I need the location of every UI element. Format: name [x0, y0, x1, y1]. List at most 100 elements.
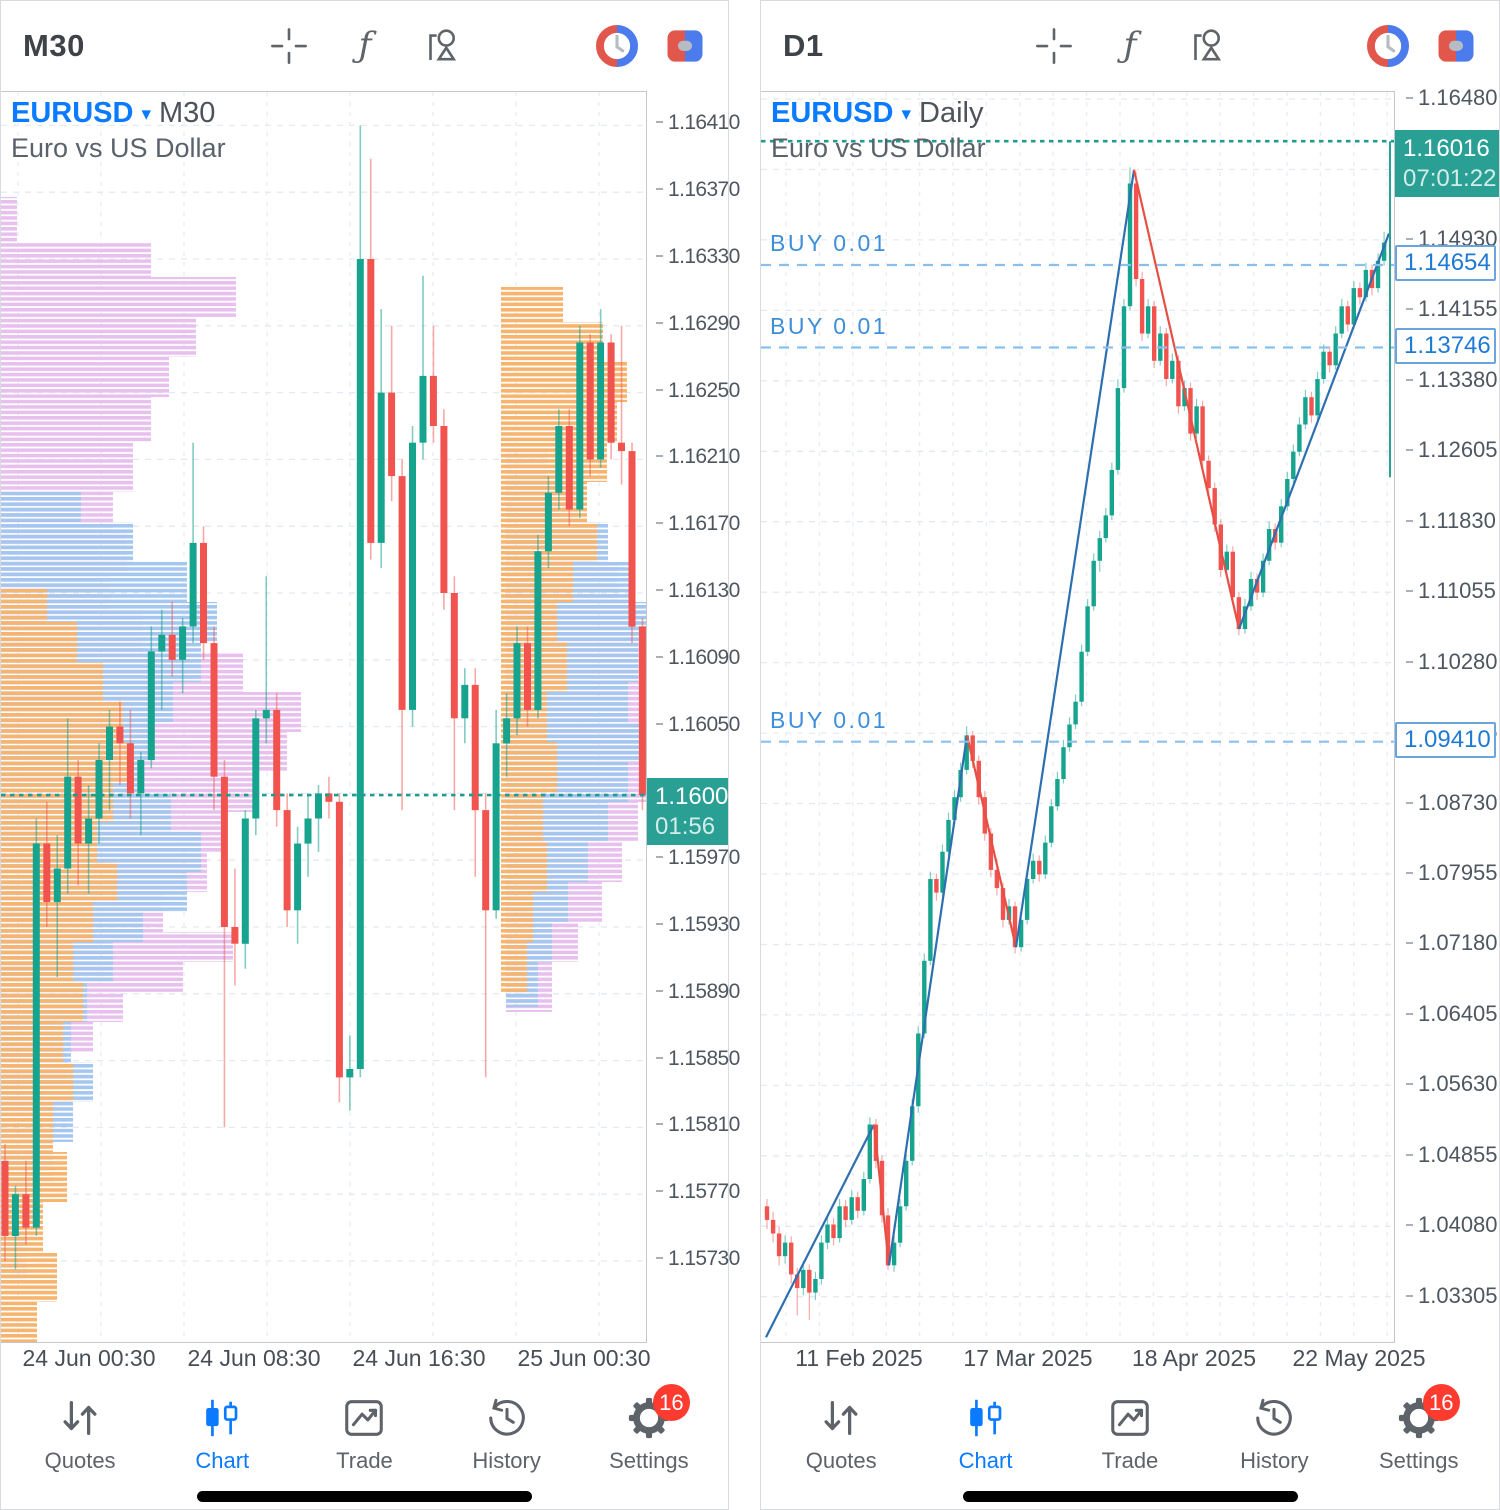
- app-switch-icon[interactable]: [1435, 25, 1477, 67]
- tab-bar: Quotes Chart Trade History 16 Settings: [1, 1379, 728, 1483]
- time-axis-label: 17 Mar 2025: [963, 1345, 1093, 1371]
- tab-settings[interactable]: 16 Settings: [1367, 1384, 1471, 1474]
- chart-canvas[interactable]: [1, 91, 647, 1343]
- tab-label: Trade: [336, 1448, 393, 1473]
- crosshair-icon[interactable]: [268, 25, 310, 67]
- session-clock-icon[interactable]: [1367, 25, 1409, 67]
- price-axis-label: 1.16410: [656, 111, 740, 135]
- chart-area[interactable]: EURUSD ▾ M30 Euro vs US Dollar 1.16410 1.…: [1, 91, 742, 1343]
- objects-icon[interactable]: [420, 25, 462, 67]
- price-axis-label: 1.15970: [656, 846, 740, 870]
- price-axis-label: 1.15930: [656, 913, 740, 937]
- time-axis-label: 24 Jun 16:30: [352, 1345, 486, 1371]
- home-area: [761, 1483, 1499, 1509]
- tab-quotes[interactable]: Quotes: [28, 1395, 132, 1474]
- tab-label: Quotes: [805, 1448, 877, 1473]
- price-axis-label: 1.16050: [656, 713, 740, 737]
- time-axis: 24 Jun 00:30 24 Jun 08:30 24 Jun 16:30 25 J…: [1, 1341, 728, 1379]
- price-axis-label: 1.15890: [656, 980, 740, 1004]
- price-axis-label: 1.15850: [656, 1047, 740, 1071]
- order-price-box[interactable]: 1.09410: [1395, 721, 1496, 758]
- panel-d1: D1 ƒ EURUSD ▾ Daily Euro vs US Dollar: [760, 0, 1500, 1510]
- header-right-icons: [1367, 25, 1477, 67]
- price-axis-label: 1.16090: [656, 646, 740, 670]
- price-axis-label: 1.06405: [1406, 1001, 1498, 1027]
- price-axis-label: 1.16130: [656, 579, 740, 603]
- candlestick-icon: [199, 1395, 245, 1441]
- objects-icon[interactable]: [1185, 25, 1227, 67]
- price-axis-label: 1.07955: [1406, 860, 1498, 886]
- price-axis-label: 1.15770: [656, 1180, 740, 1204]
- home-indicator[interactable]: [197, 1490, 532, 1502]
- tab-chart[interactable]: Chart: [934, 1395, 1038, 1474]
- trade-chart-icon: [341, 1395, 387, 1441]
- tab-label: Trade: [1101, 1448, 1159, 1473]
- current-price-value: 1.16009: [655, 783, 742, 811]
- chart-canvas[interactable]: [761, 91, 1395, 1343]
- time-axis-label: 11 Feb 2025: [795, 1345, 923, 1371]
- tab-history[interactable]: History: [1222, 1395, 1326, 1474]
- tab-bar: Quotes Chart Trade History 16 Settings: [761, 1379, 1499, 1483]
- notification-badge: 16: [652, 1384, 690, 1421]
- price-axis-label: 1.16250: [656, 379, 740, 403]
- tab-trade[interactable]: Trade: [312, 1395, 416, 1474]
- server-time: 07:01:22: [1403, 164, 1497, 192]
- price-axis-label: 1.16330: [656, 245, 740, 269]
- panel-m30: M30 ƒ EURUSD ▾ M30 Euro vs US Dollar: [0, 0, 742, 1510]
- current-price-value: 1.16016: [1403, 135, 1490, 163]
- notification-badge: 16: [1422, 1384, 1460, 1421]
- indicators-fx-icon[interactable]: ƒ: [344, 25, 386, 67]
- svg-text:ƒ: ƒ: [1117, 26, 1143, 66]
- svg-text:ƒ: ƒ: [351, 26, 377, 66]
- tab-label: Quotes: [44, 1448, 116, 1473]
- time-axis-label: 22 May 2025: [1292, 1345, 1426, 1371]
- history-clock-icon: [1251, 1395, 1297, 1441]
- price-axis-label: 1.15810: [656, 1113, 740, 1137]
- tab-label: Settings: [1379, 1448, 1459, 1473]
- price-axis-label: 1.11830: [1406, 508, 1496, 534]
- tab-history[interactable]: History: [455, 1395, 559, 1474]
- tab-settings[interactable]: 16 Settings: [597, 1384, 701, 1474]
- crosshair-icon[interactable]: [1033, 25, 1075, 67]
- time-axis: 11 Feb 2025 17 Mar 2025 18 Apr 2025 22 May …: [761, 1341, 1499, 1379]
- price-axis-label: 1.03305: [1406, 1283, 1498, 1309]
- current-price-badge: 1.16009 01:56: [647, 778, 742, 846]
- header-right-icons: [596, 25, 706, 67]
- price-axis-label: 1.08730: [1406, 790, 1498, 816]
- trade-chart-icon: [1107, 1395, 1153, 1441]
- price-axis-label: 1.04080: [1406, 1212, 1498, 1238]
- price-axis-label: 1.16290: [656, 312, 740, 336]
- arrows-updown-icon: [57, 1395, 103, 1441]
- price-axis-label: 1.14155: [1406, 296, 1498, 322]
- price-axis-label: 1.15730: [656, 1247, 740, 1271]
- gear-icon: 16: [1396, 1384, 1460, 1441]
- tab-label: Chart: [195, 1448, 250, 1473]
- indicators-fx-icon[interactable]: ƒ: [1109, 25, 1151, 67]
- chart-header: M30 ƒ: [1, 1, 728, 91]
- price-axis-label: 1.16480: [1406, 85, 1498, 111]
- candlestick-icon: [963, 1395, 1009, 1441]
- time-axis-label: 18 Apr 2025: [1131, 1345, 1257, 1371]
- order-price-box[interactable]: 1.14654: [1395, 245, 1496, 281]
- arrows-updown-icon: [818, 1395, 864, 1441]
- tab-label: History: [472, 1448, 541, 1473]
- tab-label: Chart: [958, 1448, 1013, 1473]
- header-toolbar: ƒ: [268, 25, 462, 67]
- chart-area[interactable]: EURUSD ▾ Daily Euro vs US Dollar 1.16480…: [761, 85, 1499, 1343]
- app-switch-icon[interactable]: [664, 25, 706, 67]
- current-price-badge: 1.16016 07:01:22: [1395, 130, 1499, 198]
- price-axis-label: 1.11055: [1406, 578, 1496, 604]
- gear-icon: 16: [626, 1384, 690, 1441]
- home-indicator[interactable]: [962, 1490, 1298, 1502]
- tab-quotes[interactable]: Quotes: [789, 1395, 893, 1474]
- tab-trade[interactable]: Trade: [1078, 1395, 1182, 1474]
- header-toolbar: ƒ: [1033, 25, 1227, 67]
- price-axis-label: 1.16370: [656, 178, 740, 202]
- time-axis-label: 24 Jun 08:30: [187, 1345, 321, 1371]
- tab-chart[interactable]: Chart: [170, 1395, 274, 1474]
- tab-label: Settings: [609, 1448, 689, 1473]
- order-price-box[interactable]: 1.13746: [1395, 327, 1496, 364]
- timeframe-title: D1: [783, 28, 824, 63]
- session-clock-icon[interactable]: [596, 25, 638, 67]
- tab-label: History: [1240, 1448, 1309, 1473]
